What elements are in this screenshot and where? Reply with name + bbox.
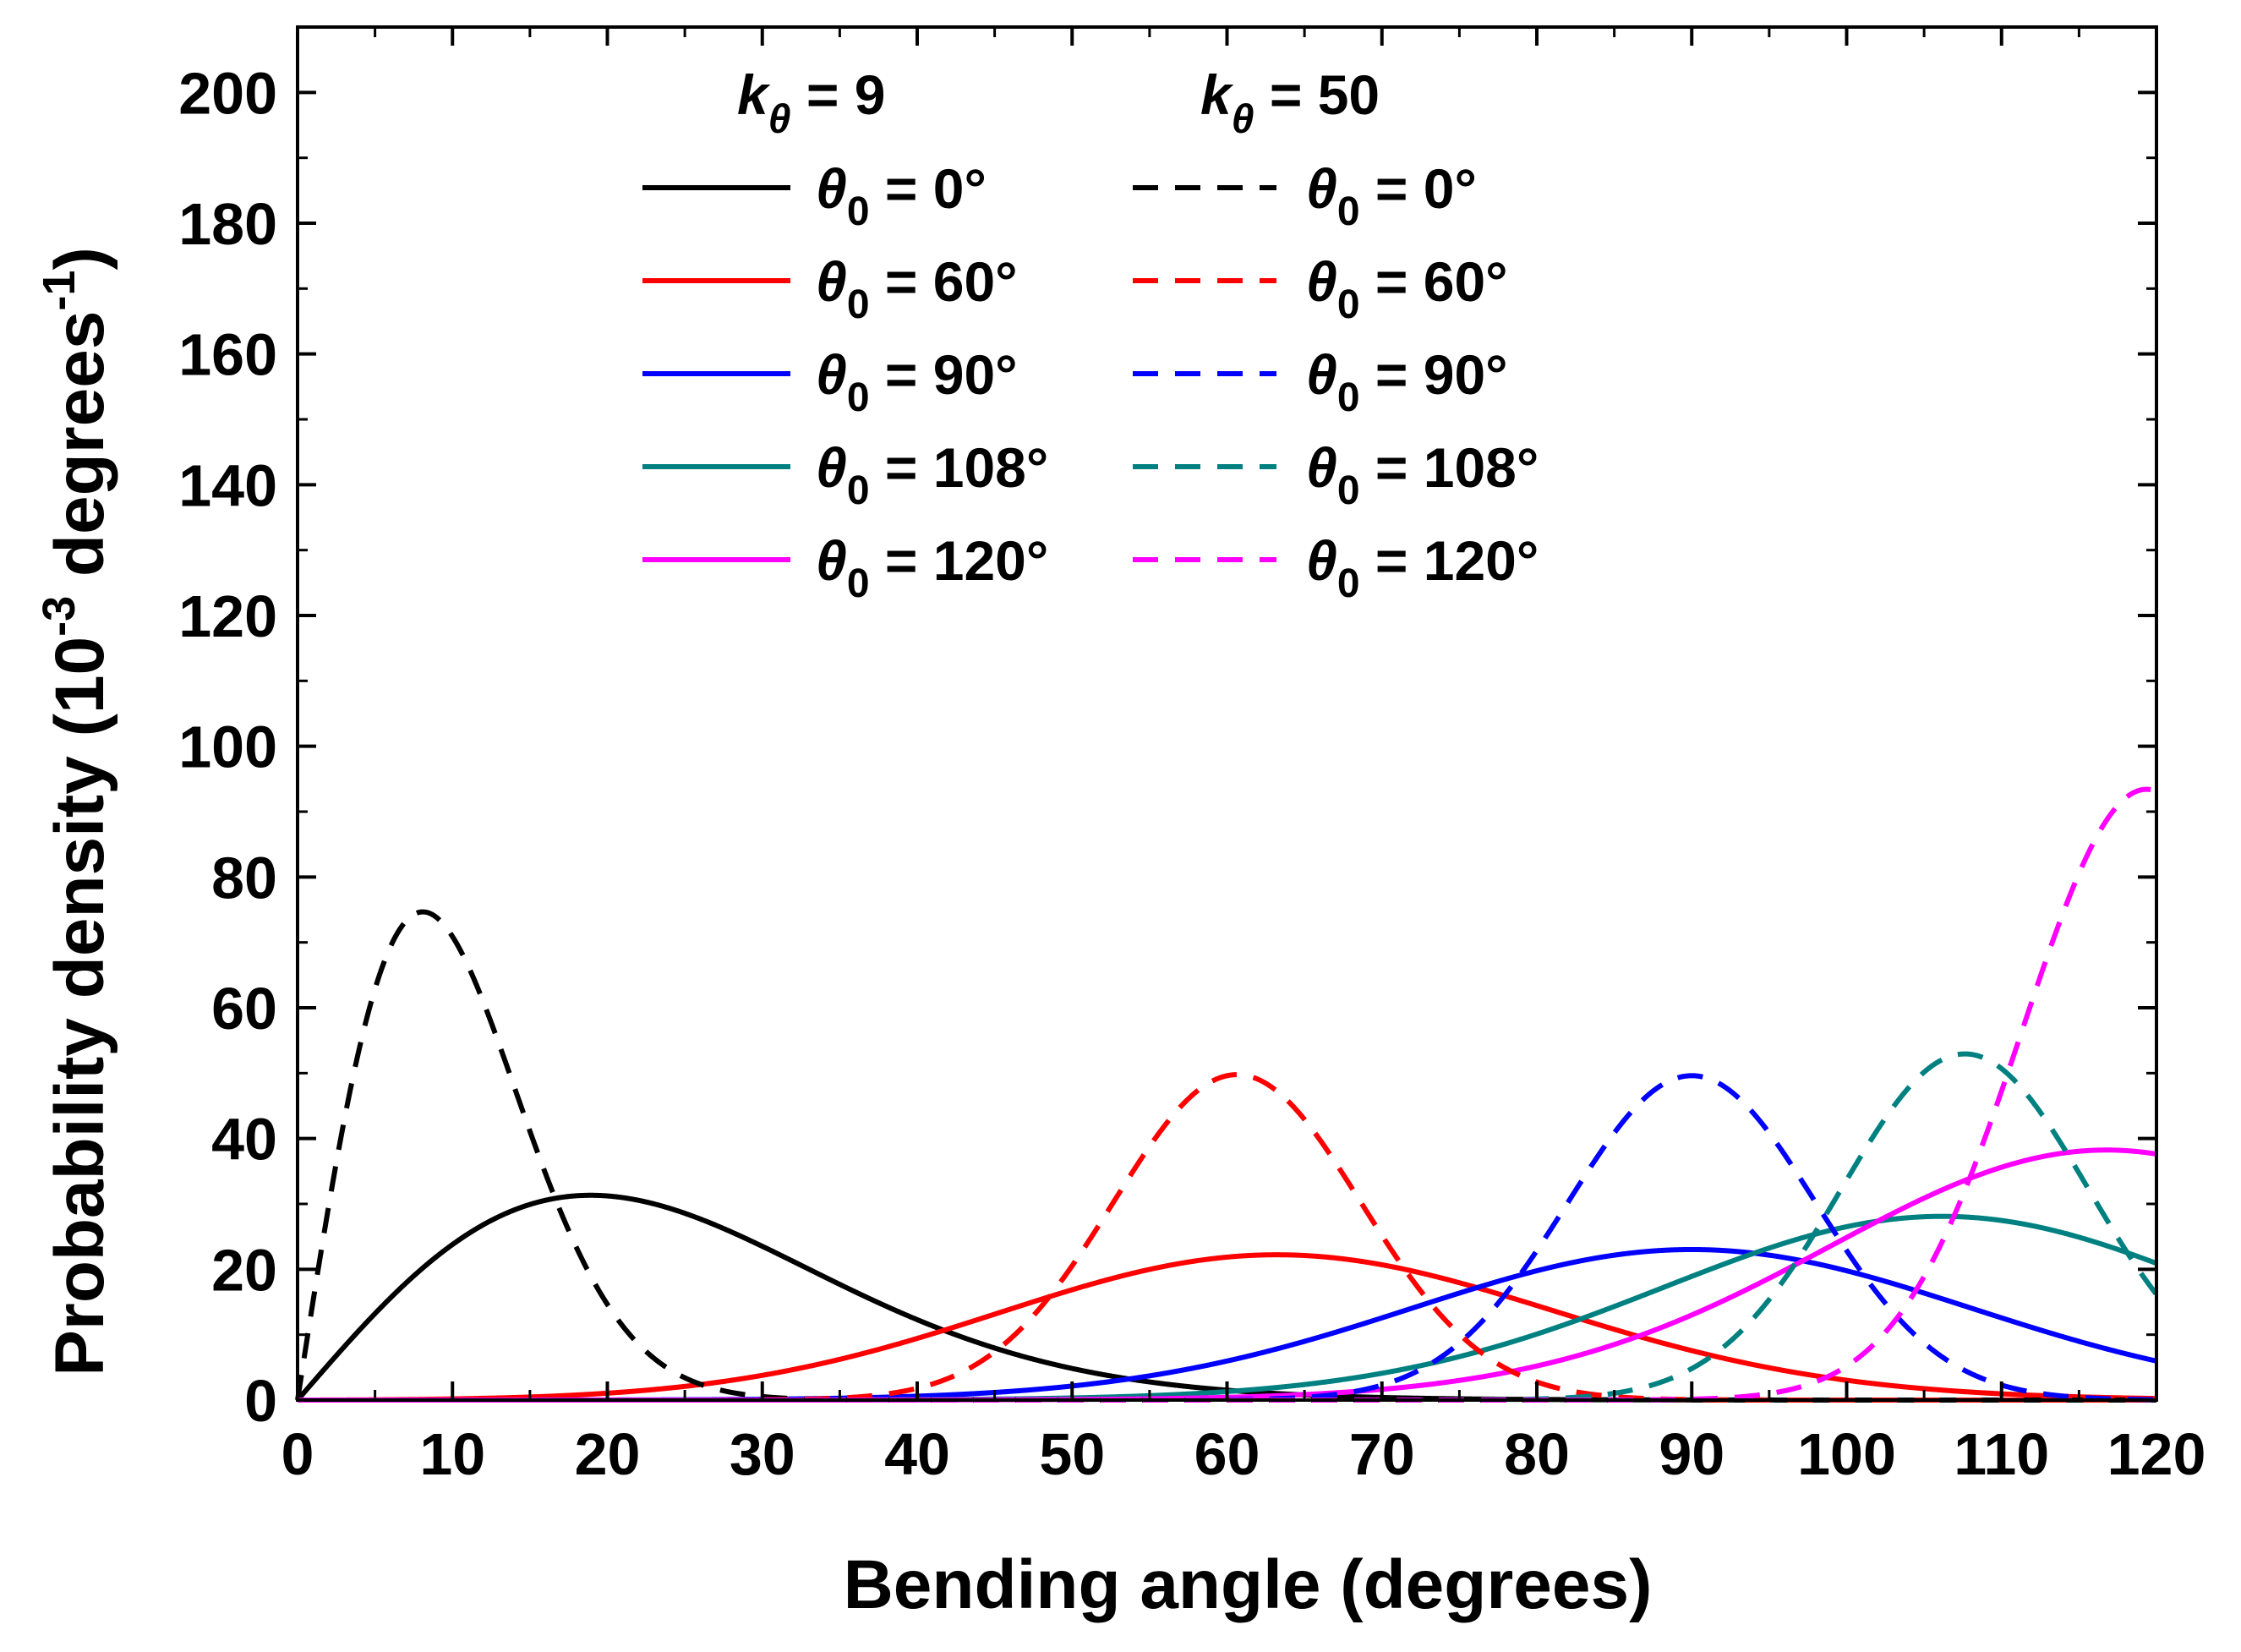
legend-label-k50-108: θ0 = 108° — [1306, 436, 1539, 513]
y-tick-label: 100 — [178, 714, 277, 780]
legend-label-k50-120: θ0 = 120° — [1306, 529, 1539, 606]
x-tick-label: 0 — [281, 1421, 314, 1487]
x-axis-title: Bending angle (degrees) — [844, 1546, 1653, 1623]
y-tick-label: 80 — [211, 845, 277, 911]
y-axis-title-exp1: -3 — [34, 596, 85, 637]
legend-label-k9-60: θ0 = 60° — [816, 250, 1018, 327]
x-tick-label: 90 — [1659, 1421, 1724, 1487]
y-axis-title-main: Probability density (10 — [41, 637, 118, 1376]
x-tick-label: 120 — [2107, 1421, 2206, 1487]
y-tick-label: 0 — [244, 1368, 277, 1434]
legend-label-k50-0: θ0 = 0° — [1306, 157, 1477, 234]
y-axis-title-exp2: -1 — [34, 271, 85, 311]
y-axis-title-close: ) — [41, 247, 118, 270]
series-line-k50-120 — [295, 786, 2159, 1403]
legend: θ0 = 0° θ0 = 60° θ0 = 90° θ0 = 108° θ0 = 120… — [642, 157, 1539, 606]
x-tick-label: 70 — [1349, 1421, 1415, 1487]
y-tick-label: 140 — [178, 452, 277, 518]
x-tick-label: 110 — [1954, 1421, 2049, 1487]
series-line-k50-0 — [295, 909, 2159, 1403]
x-tick-label: 100 — [1797, 1421, 1896, 1487]
x-tick-label: 30 — [730, 1421, 795, 1487]
y-tick-label: 180 — [178, 191, 277, 257]
y-tick-label: 40 — [211, 1107, 277, 1173]
legend-label-k50-90: θ0 = 90° — [1306, 343, 1508, 420]
x-tick-label: 80 — [1504, 1421, 1570, 1487]
legend-label-k9-108: θ0 = 108° — [816, 436, 1048, 513]
series-line-k9-90 — [295, 1246, 2159, 1403]
legend-label-k9-0: θ0 = 0° — [816, 157, 987, 234]
x-tick-label: 10 — [419, 1421, 485, 1487]
y-tick-label: 60 — [211, 976, 277, 1042]
x-tick-label: 20 — [575, 1421, 641, 1487]
curves — [295, 786, 2159, 1403]
y-axis-title-unit: degrees — [41, 311, 118, 596]
y-tick-label: 160 — [178, 322, 277, 388]
x-tick-label: 50 — [1039, 1421, 1105, 1487]
legend-label-k50-60: θ0 = 60° — [1306, 250, 1508, 327]
series-line-k50-90 — [295, 1073, 2159, 1403]
axes: 0 10 20 30 40 50 60 70 80 90 100 110 120 0 20 40 60 80 100… — [178, 25, 2206, 1487]
legend-label-k9-120: θ0 = 120° — [816, 529, 1048, 606]
y-axis-title: Probability density (10-3 degrees-1) — [34, 247, 118, 1376]
y-tick-label: 120 — [178, 583, 277, 649]
series-line-k50-108 — [295, 1051, 2159, 1403]
series-line-k50-60 — [295, 1072, 2159, 1403]
y-tick-label: 200 — [178, 60, 277, 126]
x-tick-label: 60 — [1194, 1421, 1260, 1487]
x-tick-label: 40 — [884, 1421, 950, 1487]
legend-label-k9-90: θ0 = 90° — [816, 343, 1018, 420]
y-tick-label: 20 — [211, 1237, 277, 1303]
legend-header-k50: kθ = 50 — [1200, 63, 1380, 142]
legend-header-k9: kθ = 9 — [737, 63, 885, 142]
series-line-k9-108 — [295, 1213, 2159, 1403]
